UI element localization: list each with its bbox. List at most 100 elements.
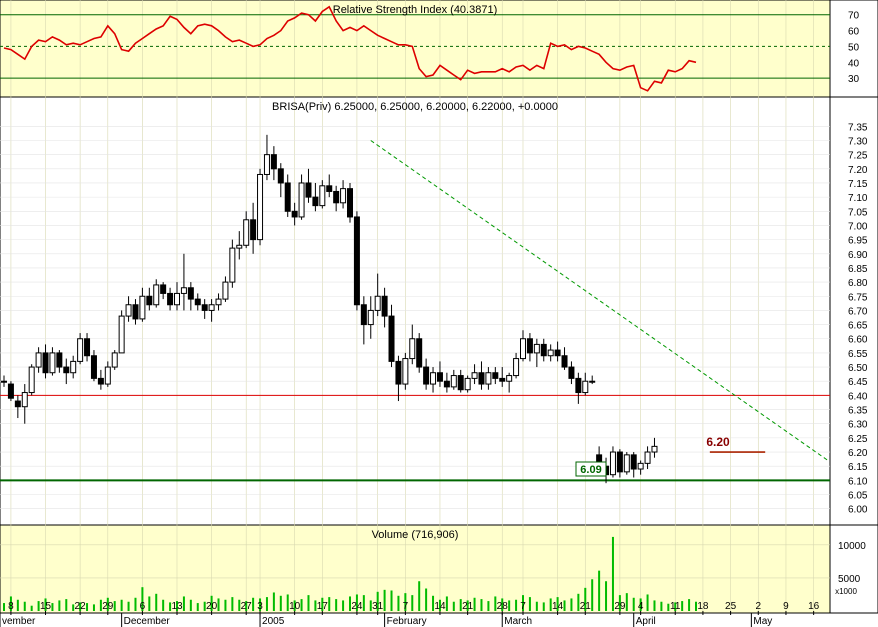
candle-up <box>153 284 160 306</box>
rsi-tick-label: 40 <box>848 58 860 69</box>
price-tick-label: 6.90 <box>848 250 868 261</box>
candle-up <box>125 304 132 317</box>
volume-bar <box>639 598 642 611</box>
volume-bar <box>425 588 428 611</box>
volume-bar <box>51 603 54 611</box>
volume-bar <box>349 596 351 611</box>
volume-bar <box>259 598 262 611</box>
price-tick-label: 7.15 <box>848 179 868 190</box>
candle-down <box>457 375 464 391</box>
volume-bar <box>99 599 102 611</box>
candle-up <box>208 304 215 311</box>
volume-bar <box>362 595 365 611</box>
volume-bar <box>16 599 19 611</box>
price-tick-label: 6.10 <box>848 476 868 487</box>
rsi-tick-label: 60 <box>848 27 860 38</box>
candle-down <box>291 210 298 218</box>
volume-bar <box>162 599 165 611</box>
candle-down <box>616 451 623 473</box>
volume-bar <box>625 593 628 611</box>
candle-up <box>139 295 146 320</box>
volume-bar <box>369 600 372 611</box>
volume-bar <box>452 601 455 611</box>
support-label-box <box>575 461 607 477</box>
candle-up <box>1 380 7 383</box>
candle-up <box>243 219 250 246</box>
candle-down <box>353 216 360 306</box>
volume-bar <box>611 536 614 611</box>
candle-down <box>132 304 139 320</box>
volume-bar <box>660 601 663 611</box>
volume-bar <box>591 579 594 611</box>
candle-down <box>14 400 21 408</box>
volume-bar <box>473 597 476 611</box>
x-tick-label: 4 <box>638 601 644 612</box>
axis-layer: 7.35 7.30 7.25 7.20 7.15 7.10 7.05 7.00 6.95 6.90… <box>0 11 878 627</box>
rsi-tick-label: 30 <box>848 74 860 85</box>
volume-bar <box>556 597 559 611</box>
volume-bar <box>598 570 601 611</box>
candle-down <box>416 338 423 368</box>
volume-bar <box>300 599 303 611</box>
price-tick-label: 7.00 <box>848 221 868 232</box>
candle-down <box>388 315 395 362</box>
volume-bar <box>681 601 684 611</box>
rsi-layer <box>0 5 830 92</box>
volume-bar <box>252 597 255 611</box>
price-tick-label: 6.80 <box>848 278 868 289</box>
price-tick-label: 6.05 <box>848 491 868 502</box>
price-tick-label: 6.75 <box>848 292 868 303</box>
volume-bar <box>86 603 89 611</box>
volume-bar <box>549 598 552 611</box>
candle-up <box>506 375 513 382</box>
rsi-panel <box>0 0 831 98</box>
volume-bar <box>328 597 331 611</box>
candle-down <box>277 168 284 184</box>
x-tick-label: 31 <box>372 601 384 612</box>
volume-bar <box>92 604 95 611</box>
rsi-axis-panel <box>829 0 878 98</box>
candle-down <box>499 377 506 382</box>
candle-down <box>492 372 499 379</box>
x-tick-label: 15 <box>40 601 52 612</box>
candle-down <box>575 377 582 394</box>
volume-bar <box>542 602 545 611</box>
support-label: 6.09 <box>580 464 601 476</box>
candle-up <box>513 358 520 377</box>
volume-axis-panel <box>829 524 878 614</box>
volume-bar <box>238 599 241 611</box>
volume-bar <box>466 600 469 611</box>
volume-bar <box>390 590 393 611</box>
candle-up <box>471 372 478 379</box>
candle-down <box>160 284 167 294</box>
candle-up <box>118 315 125 354</box>
volume-bar <box>203 601 206 611</box>
volume-bar <box>189 599 192 611</box>
candle-up <box>70 360 77 374</box>
candle-down <box>194 298 201 306</box>
price-layer <box>0 134 830 484</box>
volume-bar <box>196 603 199 611</box>
volume-bar <box>155 593 158 611</box>
volume-bar <box>383 589 386 611</box>
x-tick-label: 14 <box>434 601 446 612</box>
volume-bar <box>245 601 248 611</box>
price-tick-label: 6.70 <box>848 306 868 317</box>
price-tick-label: 6.95 <box>848 236 868 247</box>
candle-up <box>104 366 111 385</box>
volume-bar <box>646 594 649 611</box>
candle-down <box>630 454 637 470</box>
x-tick-label: 29 <box>614 601 626 612</box>
x-tick-label: 16 <box>808 601 820 612</box>
candle-down <box>326 185 333 192</box>
volume-bar <box>148 596 151 611</box>
volume-bar <box>79 602 82 611</box>
volume-bar <box>445 596 448 611</box>
volume-bar <box>438 599 441 611</box>
volume-bar <box>307 595 310 611</box>
price-tick-label: 6.25 <box>848 434 868 445</box>
candle-up <box>547 349 554 357</box>
candle-up <box>367 309 374 326</box>
volume-bar <box>688 599 691 611</box>
candle-down <box>568 366 575 379</box>
